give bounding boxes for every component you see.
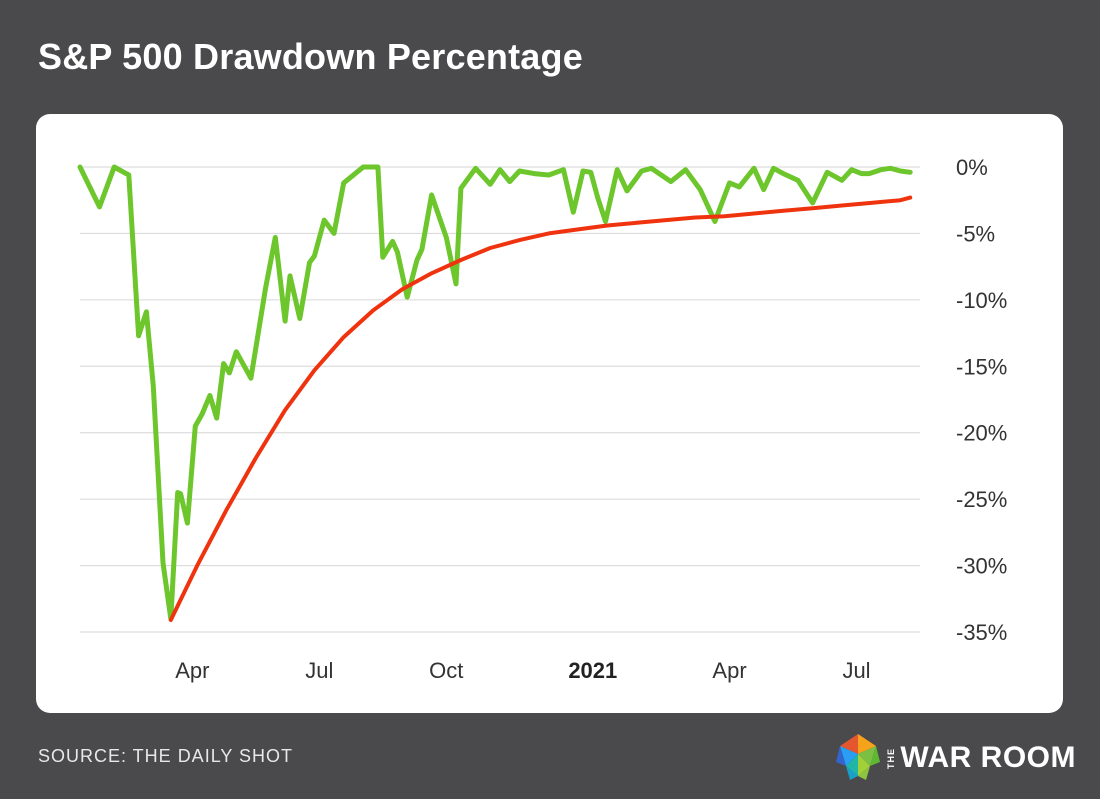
series-line-trend (168, 195, 913, 622)
y-tick-label: -15% (956, 354, 1007, 379)
brand-prefix: THE (886, 747, 897, 769)
drawdown-chart: 0% -5% -10% -15% -20% -25% -30% -35% Apr Jul Oct 2… (77, 155, 1007, 683)
y-tick-label: -35% (956, 620, 1007, 645)
war-room-logo-icon (832, 732, 884, 784)
y-tick-label: -10% (956, 288, 1007, 313)
y-tick-label: -25% (956, 487, 1007, 512)
source-credit: SOURCE: THE DAILY SHOT (38, 746, 294, 766)
x-axis-labels: Apr Jul Oct 2021 Apr Jul (175, 658, 870, 683)
series-line-drawdown (77, 164, 913, 622)
x-tick-label: Jul (305, 658, 333, 683)
y-tick-label: -20% (956, 421, 1007, 446)
x-tick-label: 2021 (568, 658, 617, 683)
grid-layer (80, 166, 920, 633)
brand-logo-lockup: THE WAR ROOM (832, 732, 1076, 784)
series-layer (77, 164, 913, 622)
y-tick-label: -30% (956, 554, 1007, 579)
x-tick-label: Apr (712, 658, 746, 683)
y-tick-label: -5% (956, 221, 995, 246)
brand-name: WAR ROOM (900, 741, 1076, 774)
x-tick-label: Jul (842, 658, 870, 683)
y-axis-labels: 0% -5% -10% -15% -20% -25% -30% -35% (956, 155, 1007, 645)
y-tick-label: 0% (956, 155, 988, 180)
x-tick-label: Apr (175, 658, 209, 683)
chart-card: 0% -5% -10% -15% -20% -25% -30% -35% Apr Jul Oct 2… (36, 114, 1063, 713)
x-tick-label: Oct (429, 658, 463, 683)
chart-title: S&P 500 Drawdown Percentage (38, 36, 583, 77)
